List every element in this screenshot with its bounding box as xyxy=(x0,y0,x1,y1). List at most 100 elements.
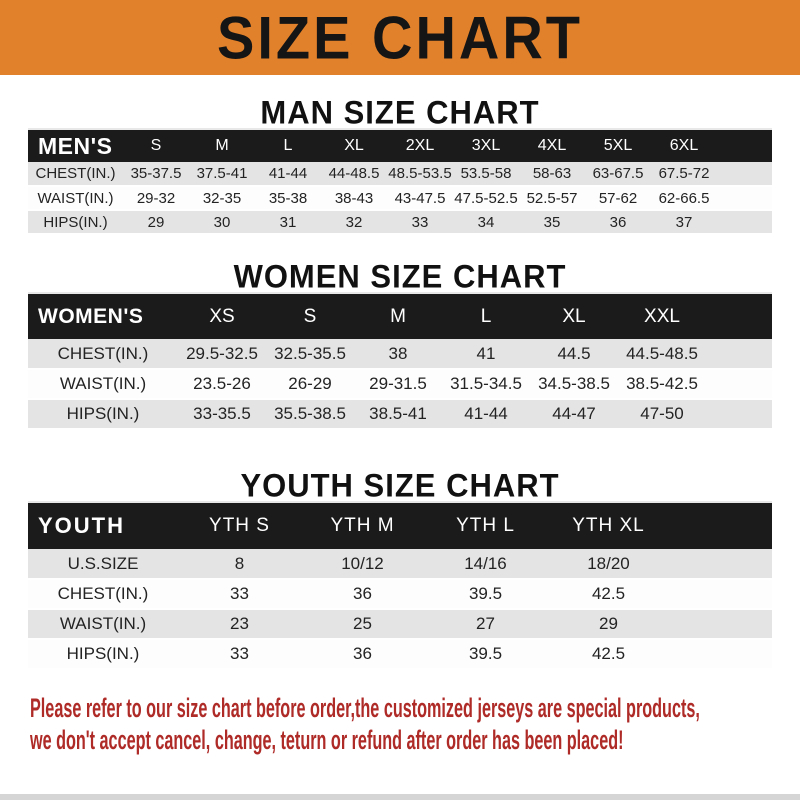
men-size-cell: 57-62 xyxy=(585,186,651,211)
man-section-heading: MAN SIZE CHART xyxy=(260,94,540,131)
women-size-cell: 29-31.5 xyxy=(354,369,442,400)
men-size-cell: 30 xyxy=(189,210,255,235)
youth-row-label: U.S.SIZE xyxy=(28,549,178,580)
women-row-filler xyxy=(706,399,772,430)
men-size-cell: 58-63 xyxy=(519,162,585,187)
women-row-filler xyxy=(706,339,772,370)
women-size-table: WOMEN'S XS S M L XL XXL CHEST(IN.) 29.5-32.5 32.5… xyxy=(28,292,772,430)
notice-line-1: Please refer to our size chart before or… xyxy=(30,693,700,723)
women-col-header-0: XS xyxy=(209,305,235,327)
men-col-header-0: S xyxy=(150,137,162,154)
youth-table-row: WAIST(IN.) 23 25 27 29 xyxy=(28,609,772,640)
women-table-row: WAIST(IN.) 23.5-26 26-29 29-31.5 31.5-34.5 34… xyxy=(28,369,772,400)
men-table-row: CHEST(IN.) 35-37.5 37.5-41 41-44 44-48.5 48.5… xyxy=(28,162,772,187)
women-header-filler xyxy=(706,293,772,339)
women-size-cell: 41 xyxy=(442,339,530,370)
disclaimer-notice: Please refer to our size chart before or… xyxy=(30,692,800,756)
men-size-cell: 53.5-58 xyxy=(453,162,519,187)
youth-size-cell: 42.5 xyxy=(547,579,670,610)
youth-table-row: CHEST(IN.) 33 36 39.5 42.5 xyxy=(28,579,772,610)
youth-size-cell: 36 xyxy=(301,579,424,610)
notice-line-2: we don't accept cancel, change, teturn o… xyxy=(30,725,624,755)
women-col-header-4: XL xyxy=(562,305,586,327)
youth-row-filler xyxy=(670,579,772,610)
youth-size-cell: 29 xyxy=(547,609,670,640)
men-table-label: MEN'S xyxy=(38,132,113,159)
women-size-cell: 44-47 xyxy=(530,399,618,430)
men-row-filler xyxy=(717,210,772,235)
men-size-cell: 38-43 xyxy=(321,186,387,211)
youth-row-filler xyxy=(670,609,772,640)
youth-row-filler xyxy=(670,549,772,580)
men-row-label: CHEST(IN.) xyxy=(28,162,123,187)
women-size-cell: 47-50 xyxy=(618,399,706,430)
youth-row-label: HIPS(IN.) xyxy=(28,639,178,670)
youth-size-cell: 10/12 xyxy=(301,549,424,580)
youth-size-cell: 42.5 xyxy=(547,639,670,670)
women-size-cell: 38.5-42.5 xyxy=(618,369,706,400)
women-col-header-3: L xyxy=(480,305,492,327)
men-size-cell: 35 xyxy=(519,210,585,235)
men-size-cell: 47.5-52.5 xyxy=(453,186,519,211)
men-size-table: MEN'S S M L XL 2XL 3XL 4XL 5XL 6XL CHEST(IN.) 35-37… xyxy=(28,128,772,235)
men-row-label: HIPS(IN.) xyxy=(28,210,123,235)
women-row-label: CHEST(IN.) xyxy=(28,339,178,370)
youth-header-filler xyxy=(670,502,772,549)
youth-col-header-2: YTH L xyxy=(456,515,515,536)
men-size-cell: 35-38 xyxy=(255,186,321,211)
men-row-filler xyxy=(717,162,772,187)
youth-size-cell: 14/16 xyxy=(424,549,547,580)
men-col-header-2: L xyxy=(283,137,293,154)
men-size-cell: 35-37.5 xyxy=(123,162,189,187)
men-size-cell: 32-35 xyxy=(189,186,255,211)
women-size-cell: 38.5-41 xyxy=(354,399,442,430)
youth-table-row: U.S.SIZE 8 10/12 14/16 18/20 xyxy=(28,549,772,580)
youth-size-cell: 27 xyxy=(424,609,547,640)
men-row-label: WAIST(IN.) xyxy=(28,186,123,211)
women-size-cell: 32.5-35.5 xyxy=(266,339,354,370)
men-size-cell: 41-44 xyxy=(255,162,321,187)
women-size-cell: 29.5-32.5 xyxy=(178,339,266,370)
men-col-header-8: 6XL xyxy=(669,137,699,154)
youth-row-filler xyxy=(670,639,772,670)
youth-col-header-3: YTH XL xyxy=(572,515,645,536)
men-size-cell: 52.5-57 xyxy=(519,186,585,211)
size-chart-banner: SIZE CHART xyxy=(0,0,800,75)
women-table-row: CHEST(IN.) 29.5-32.5 32.5-35.5 38 41 44.5 44.5… xyxy=(28,339,772,370)
women-row-label: HIPS(IN.) xyxy=(28,399,178,430)
men-size-cell: 37.5-41 xyxy=(189,162,255,187)
women-size-cell: 23.5-26 xyxy=(178,369,266,400)
youth-size-cell: 23 xyxy=(178,609,301,640)
women-size-cell: 31.5-34.5 xyxy=(442,369,530,400)
men-row-filler xyxy=(717,186,772,211)
youth-size-cell: 8 xyxy=(178,549,301,580)
men-col-header-6: 4XL xyxy=(537,137,567,154)
men-size-cell: 32 xyxy=(321,210,387,235)
women-size-cell: 35.5-38.5 xyxy=(266,399,354,430)
men-size-cell: 62-66.5 xyxy=(651,186,717,211)
women-size-cell: 41-44 xyxy=(442,399,530,430)
men-col-header-3: XL xyxy=(344,137,364,154)
women-col-header-2: M xyxy=(390,305,406,327)
women-size-cell: 44.5 xyxy=(530,339,618,370)
women-row-label: WAIST(IN.) xyxy=(28,369,178,400)
men-col-header-4: 2XL xyxy=(405,137,435,154)
youth-size-cell: 39.5 xyxy=(424,639,547,670)
women-col-header-5: XXL xyxy=(644,305,680,327)
women-col-header-1: S xyxy=(303,305,317,327)
youth-table-label: YOUTH xyxy=(38,513,125,538)
women-table-row: HIPS(IN.) 33-35.5 35.5-38.5 38.5-41 41-44 44-… xyxy=(28,399,772,430)
bottom-edge-strip xyxy=(0,794,800,800)
men-size-cell: 63-67.5 xyxy=(585,162,651,187)
men-col-header-5: 3XL xyxy=(471,137,501,154)
women-size-cell: 33-35.5 xyxy=(178,399,266,430)
youth-col-header-1: YTH M xyxy=(330,515,395,536)
men-size-cell: 33 xyxy=(387,210,453,235)
youth-row-label: CHEST(IN.) xyxy=(28,579,178,610)
men-col-header-1: M xyxy=(215,137,229,154)
youth-size-cell: 33 xyxy=(178,639,301,670)
men-size-cell: 67.5-72 xyxy=(651,162,717,187)
women-size-cell: 26-29 xyxy=(266,369,354,400)
men-size-cell: 36 xyxy=(585,210,651,235)
women-size-cell: 44.5-48.5 xyxy=(618,339,706,370)
